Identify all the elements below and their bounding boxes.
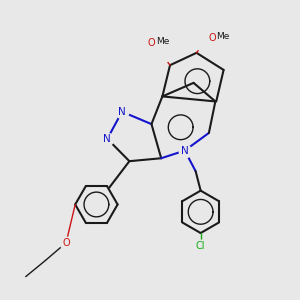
Text: O: O xyxy=(62,238,70,248)
Text: O: O xyxy=(148,38,155,47)
Text: N: N xyxy=(118,107,126,117)
Text: Me: Me xyxy=(156,37,169,46)
Text: O: O xyxy=(208,32,216,43)
Text: Me: Me xyxy=(216,32,230,40)
Text: Cl: Cl xyxy=(196,241,206,251)
Text: N: N xyxy=(181,146,189,156)
Text: N: N xyxy=(103,134,111,144)
